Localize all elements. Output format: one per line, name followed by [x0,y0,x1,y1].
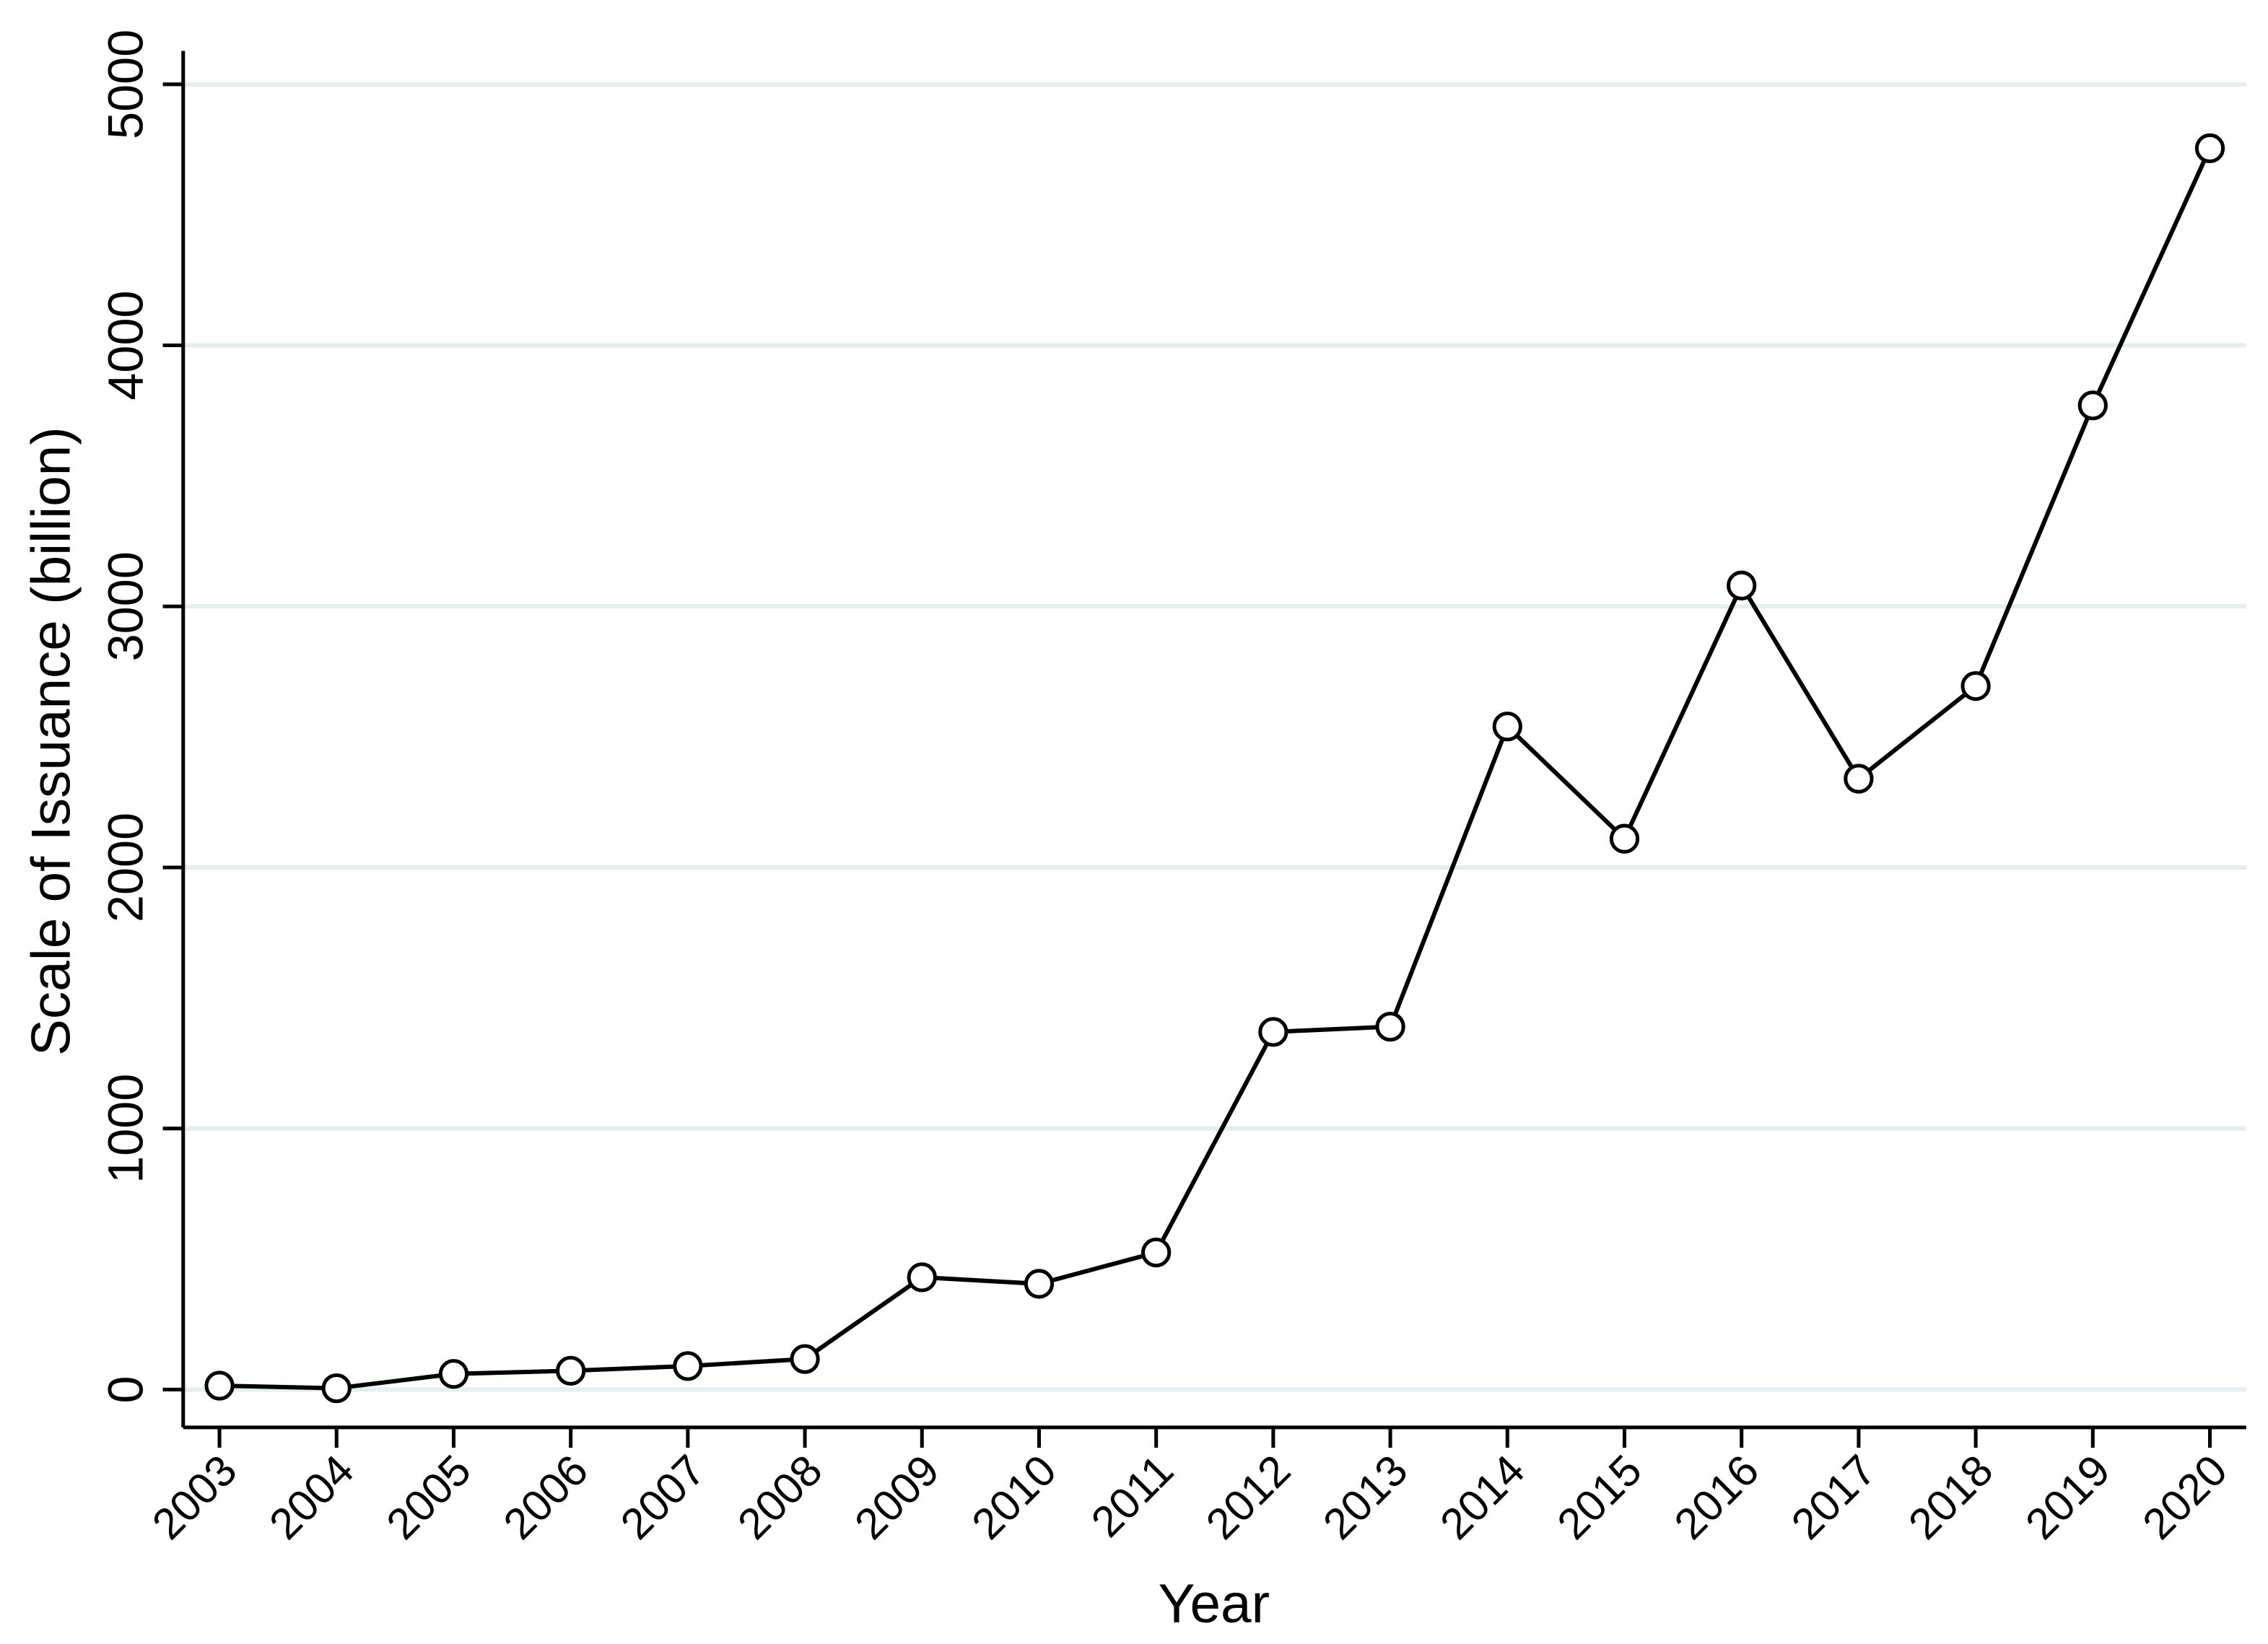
point [1375,1011,1405,1042]
x-tick-label: 2012 [1196,1446,1299,1549]
x-tick-label: 2004 [260,1446,363,1549]
y-tick-label: 5000 [97,30,153,139]
x-tick-label: 2015 [1548,1446,1651,1549]
x-tick-label: 2003 [143,1446,246,1549]
y-axis-label: Scale of Issuance (billion) [21,427,82,1056]
x-tick-label: 2016 [1665,1446,1768,1549]
x-tick-label: 2014 [1431,1446,1534,1549]
point [438,1359,469,1389]
point [321,1373,352,1404]
x-tick-label: 2007 [611,1446,714,1549]
x-tick-label: 2005 [377,1446,480,1549]
x-tick-label: 2008 [728,1446,832,1549]
point [1258,1017,1288,1047]
x-tick-label: 2011 [1081,1446,1182,1547]
line [219,147,2212,1391]
x-tick-label: 2019 [2016,1446,2119,1549]
point [1727,570,1757,600]
point [1024,1269,1055,1299]
point [204,1370,235,1401]
point [1960,670,1991,701]
point [1844,764,1874,794]
y-tick-label: 3000 [97,551,153,661]
x-tick-label: 2009 [845,1446,948,1549]
x-tick-label: 2018 [1899,1446,2002,1549]
y-tick-label: 1000 [97,1074,153,1184]
x-axis-label: Year [1158,1573,1270,1635]
point [907,1262,937,1293]
x-tick-label: 2017 [1781,1446,1885,1549]
x-tick-label: 2006 [494,1446,597,1549]
y-tick-label: 2000 [97,813,153,922]
y-tick-label: 0 [97,1376,153,1403]
x-tick-label: 2013 [1314,1446,1417,1549]
point [673,1351,703,1381]
point [556,1355,586,1386]
point [790,1344,820,1374]
x-tick-label: 2020 [2133,1446,2236,1549]
point [1492,712,1522,742]
x-tick-label: 2010 [962,1446,1065,1549]
point [2194,133,2225,164]
y-tick-label: 4000 [97,290,153,400]
point [1141,1237,1172,1268]
point [1609,823,1640,854]
point [2077,390,2108,421]
